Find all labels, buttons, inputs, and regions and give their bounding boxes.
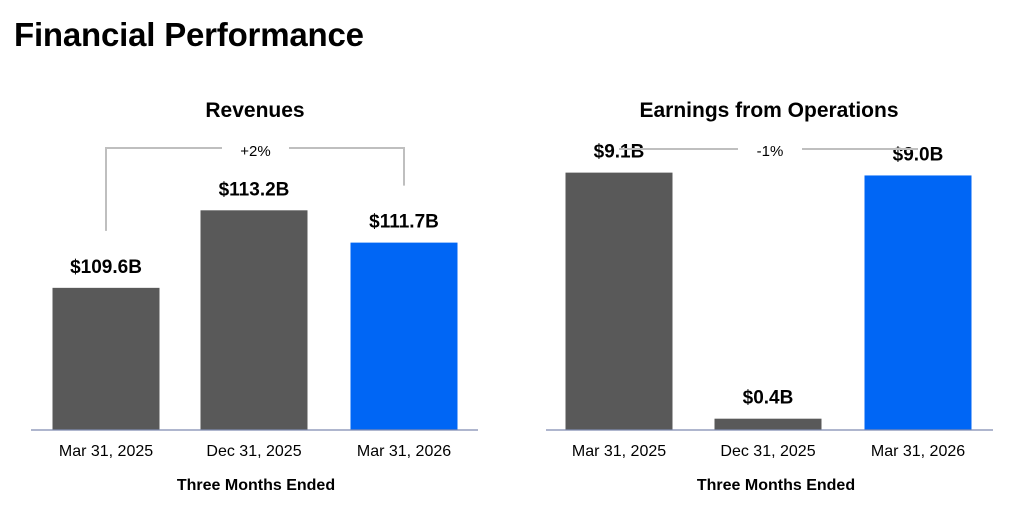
x-tick-label: Dec 31, 2025 bbox=[206, 443, 301, 460]
bar-3 bbox=[864, 175, 972, 430]
x-tick-label: Dec 31, 2025 bbox=[720, 443, 815, 460]
change-percent-label: -1% bbox=[757, 143, 784, 160]
comparison-bracket-left bbox=[105, 147, 222, 231]
bar-value-label: $111.7B bbox=[369, 212, 439, 233]
x-tick-label: Mar 31, 2026 bbox=[871, 443, 965, 460]
x-tick-label: Mar 31, 2025 bbox=[59, 443, 153, 460]
bar-1 bbox=[52, 287, 160, 430]
bar-2 bbox=[714, 418, 822, 430]
bar-value-label: $113.2B bbox=[219, 179, 290, 200]
bar-3 bbox=[350, 242, 458, 430]
bar-value-label: $109.6B bbox=[70, 257, 142, 278]
change-percent-label: +2% bbox=[240, 143, 270, 160]
x-tick-label: Mar 31, 2026 bbox=[357, 443, 451, 460]
x-axis-title: Three Months Ended bbox=[177, 477, 335, 494]
bar-value-label: $9.0B bbox=[893, 144, 944, 165]
x-tick-label: Mar 31, 2025 bbox=[572, 443, 666, 460]
bar-1 bbox=[565, 172, 673, 430]
chart-title: Earnings from Operations bbox=[639, 99, 898, 122]
x-axis-title: Three Months Ended bbox=[697, 477, 855, 494]
bar-value-label: $9.1B bbox=[594, 142, 645, 163]
comparison-bracket-right bbox=[289, 147, 405, 186]
bar-2 bbox=[200, 210, 308, 430]
page-title: Financial Performance bbox=[14, 16, 364, 53]
chart-title: Revenues bbox=[205, 99, 304, 122]
bar-value-label: $0.4B bbox=[743, 388, 794, 409]
